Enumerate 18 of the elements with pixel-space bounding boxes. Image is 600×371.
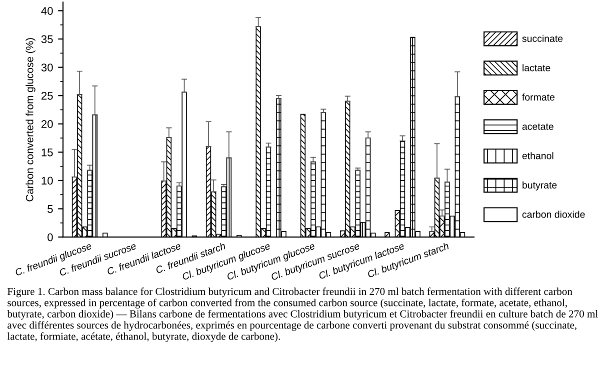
y-tick-label: 0 [48, 233, 53, 242]
legend-label: ethanol [522, 152, 554, 160]
legend-label: acetate [522, 124, 554, 130]
legend-label: lactate [522, 64, 550, 72]
legend-label: formate [522, 93, 554, 101]
y-tick-label: 5 [48, 205, 53, 213]
legend-label: carbon dioxide [522, 210, 585, 218]
y-tick-label: 25 [41, 92, 53, 100]
y-tick-label: 40 [41, 6, 53, 15]
y-axis-title: Carbon converted from glucose (%) [26, 38, 36, 202]
legend-label: succinate [522, 34, 563, 42]
y-tick-label: 20 [41, 120, 53, 128]
y-tick-label: 30 [41, 64, 53, 72]
legend-label: butyrate [522, 181, 557, 190]
y-tick-label: 10 [42, 176, 53, 185]
y-tick-label: 35 [41, 35, 53, 44]
y-tick-label: 15 [42, 148, 53, 156]
caption: Figure 1. Carbon mass balance for Clostridium butyricum and Citrobacter freundii in 270 ml batch fermentation with different carbon sources, expressed in percentage of carbon converted from the consumed carbon source (succinate, lactate, formate, acetate, ethanol, butyrate, carbon dioxide) — Bilans carbone de fermentations avec Clostridium butyricum et Citrobacter freundii en culture batch de 270 ml avec différentes sources de hydrocarbonées, exprimés en pourcentage de carbone converti provenant du substrat consommé (succinate, lactate, formiate, acétate, éthanol, butyrate, dioxyde de carbone). [7, 288, 598, 342]
